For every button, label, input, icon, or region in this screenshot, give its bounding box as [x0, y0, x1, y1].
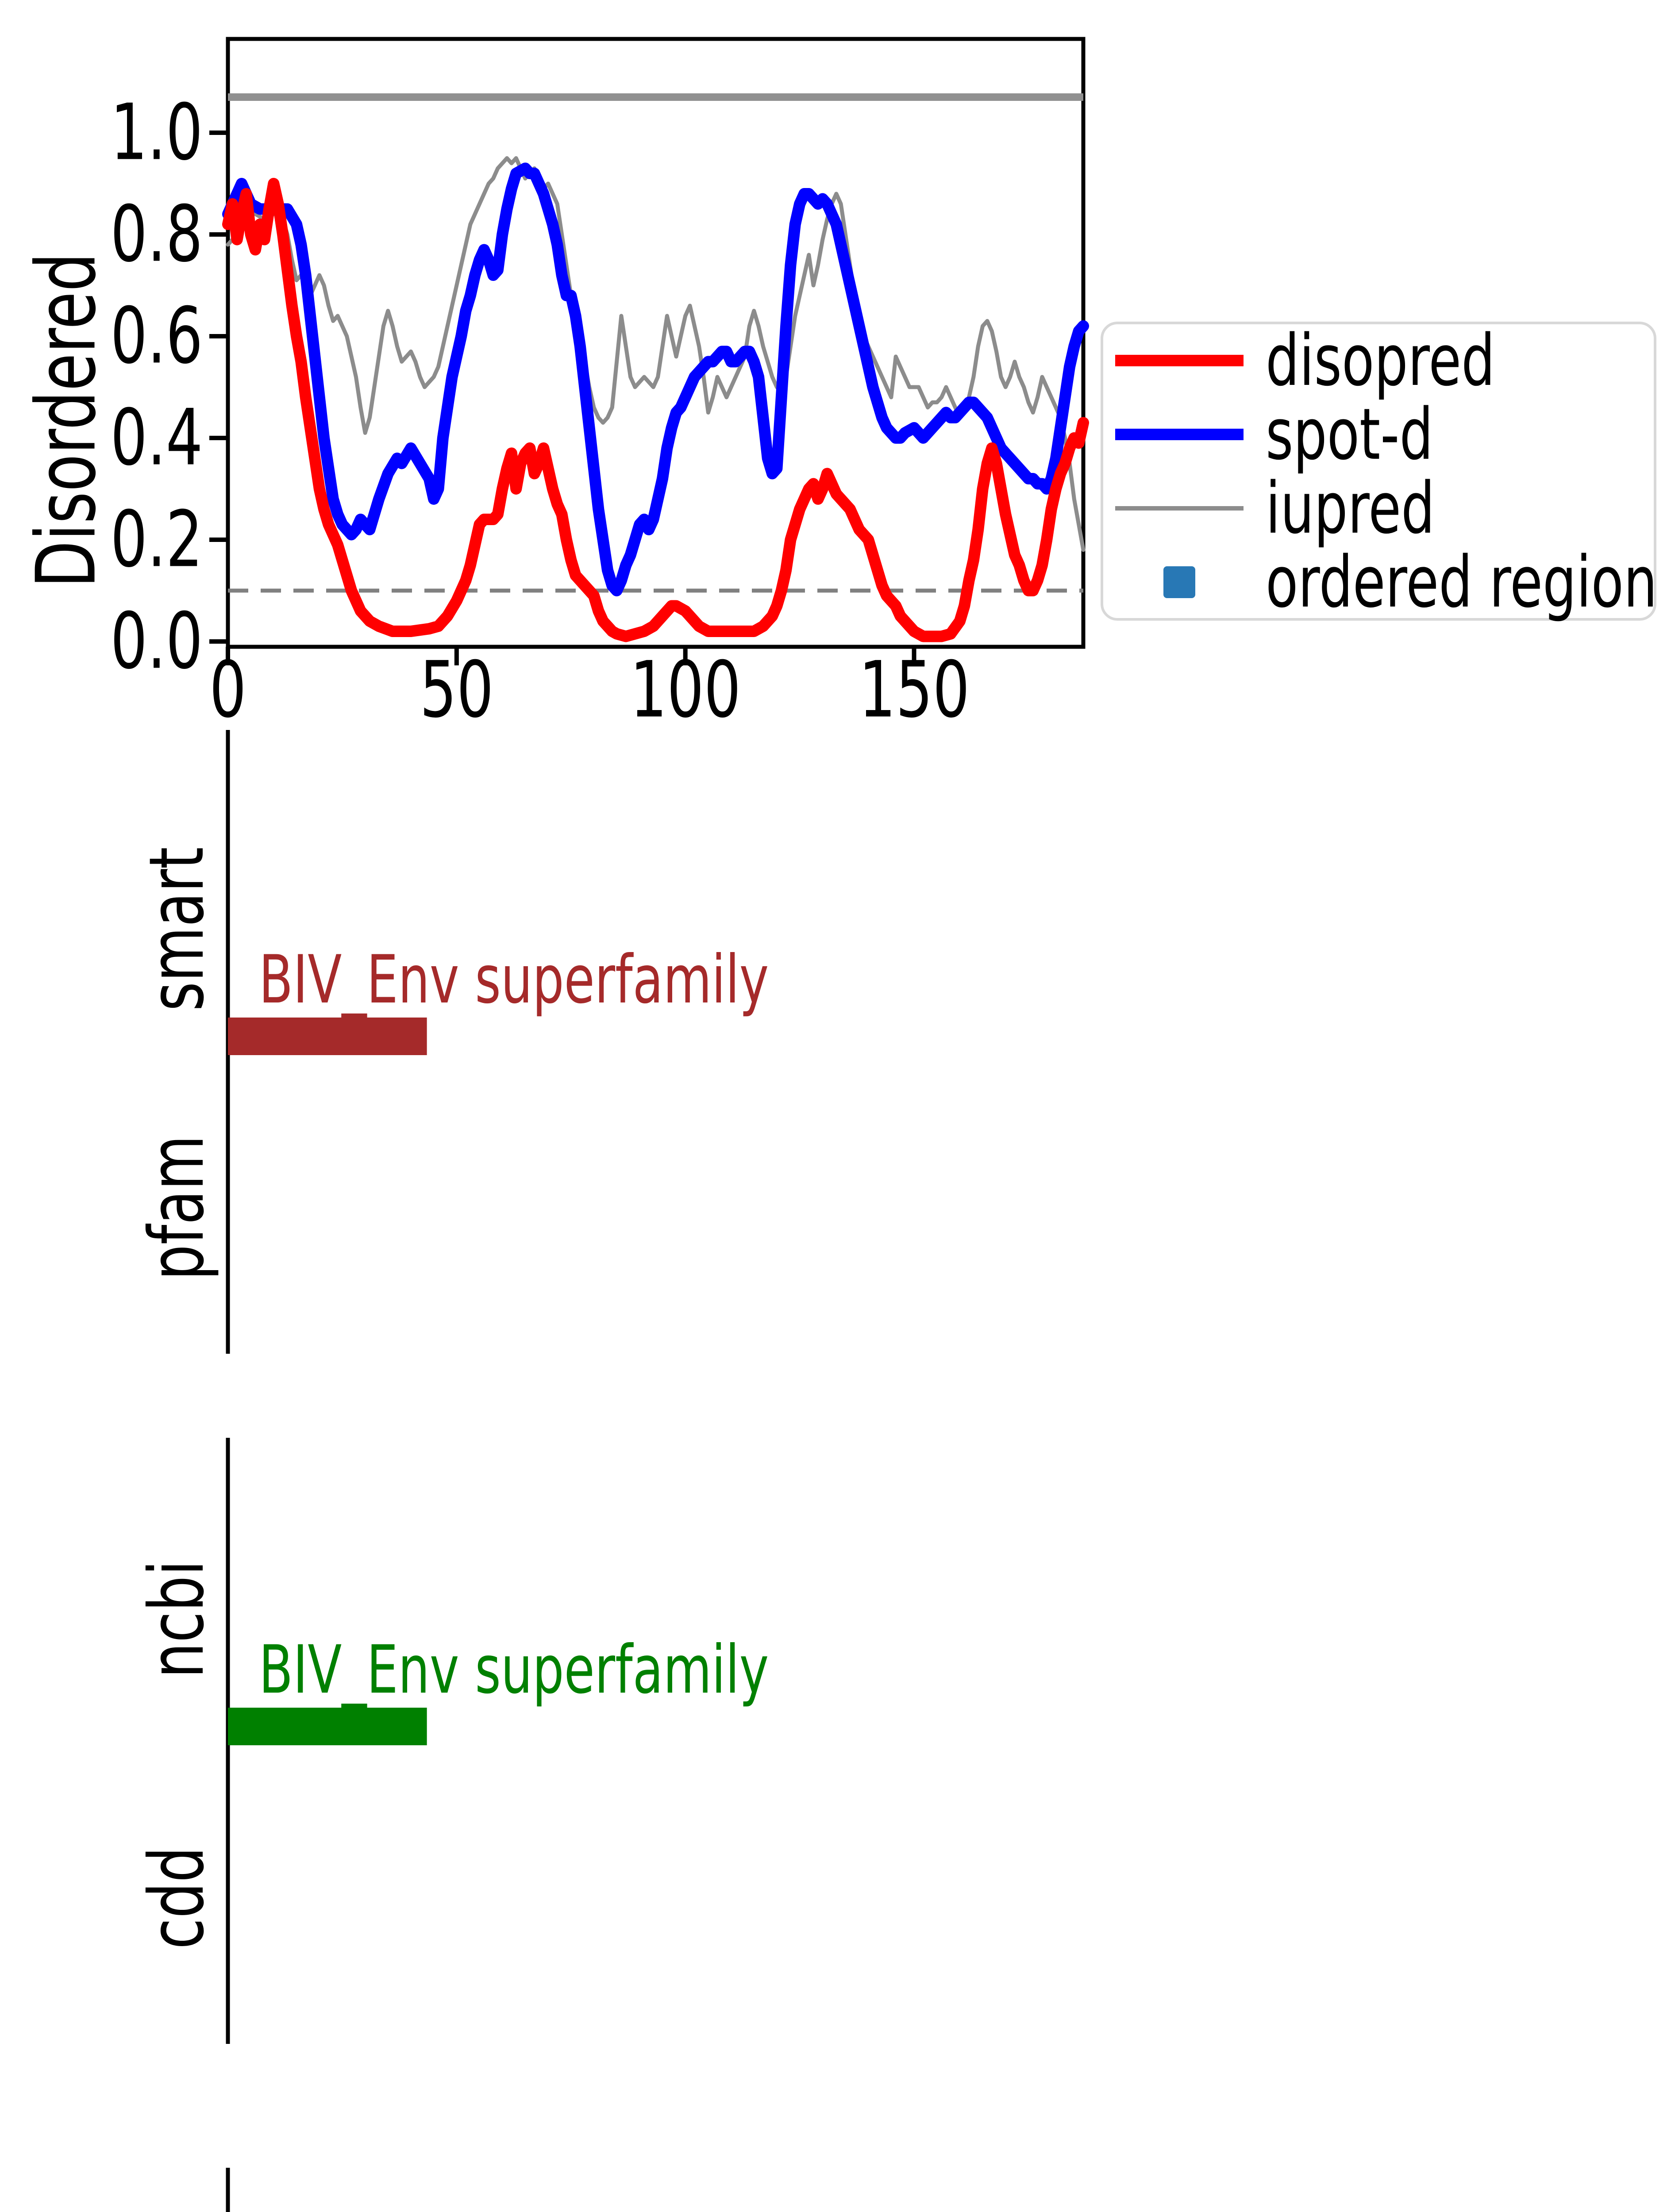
domain-bar-smart — [228, 1018, 427, 1055]
legend-label-iupred: iupred — [1266, 467, 1435, 549]
legend-label-spot-d: spot-d — [1266, 393, 1433, 476]
series-spot-d — [222, 162, 1089, 596]
series-disopred — [222, 178, 1089, 642]
legend-label-disopred: disopred — [1266, 319, 1495, 402]
y-tick-label-0.8: 0.8 — [110, 189, 203, 280]
y-tick-label-0.2: 0.2 — [110, 495, 203, 585]
y-tick-label-1.0: 1.0 — [110, 88, 203, 178]
y-tick-label-0.6: 0.6 — [110, 291, 203, 381]
domain-bar-cdd — [228, 1708, 427, 1745]
x-tick-label-p1-100: 100 — [630, 645, 741, 735]
row-label-pfam: pfam — [133, 1135, 221, 1281]
legend-box — [1101, 322, 1656, 621]
legend-label-ordered-region: ordered region — [1266, 541, 1657, 623]
row-label-ncbi: ncbi — [133, 1560, 221, 1678]
y-tick-label-0.0: 0.0 — [110, 596, 203, 687]
x-tick-label-p1-50: 50 — [420, 645, 494, 735]
plot-box — [226, 37, 1086, 649]
y-axis-title: Disordered — [18, 252, 114, 588]
domain-label-smart: BIV_Env superfamily — [259, 941, 769, 1018]
y-tick-label-0.4: 0.4 — [110, 393, 203, 483]
row-label-cdd: cdd — [133, 1847, 221, 1949]
x-tick-label-p1-0: 0 — [209, 645, 246, 735]
domain-label-cdd: BIV_Env superfamily — [259, 1632, 769, 1709]
row-label-smart: smart — [133, 847, 221, 1011]
series-iupred — [226, 156, 1086, 552]
x-tick-label-p1-150: 150 — [859, 645, 970, 735]
legend-swatch-3 — [1163, 566, 1195, 598]
